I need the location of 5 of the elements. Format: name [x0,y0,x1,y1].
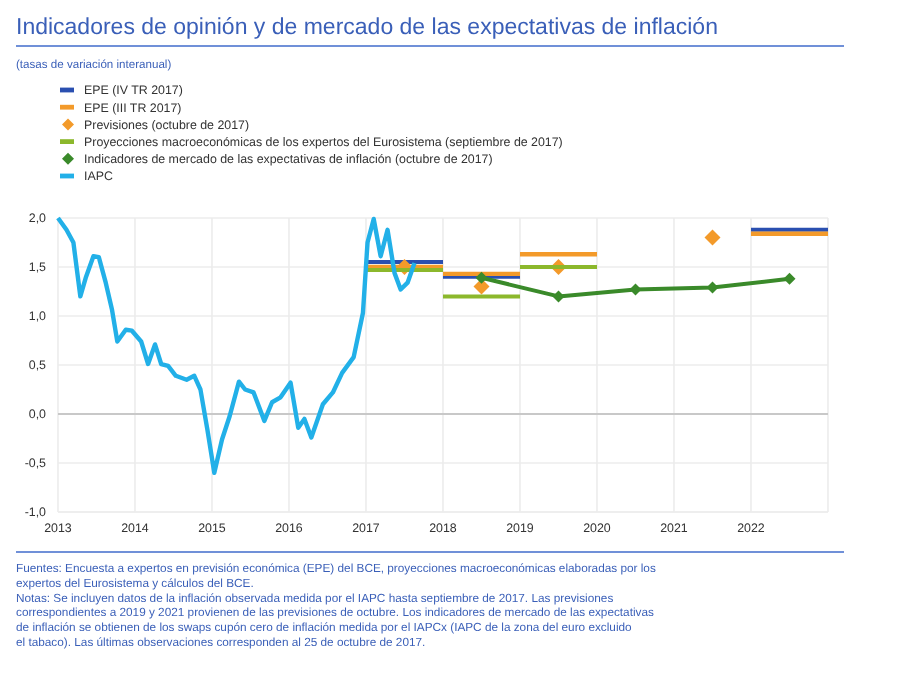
point [475,271,488,284]
point [783,272,796,285]
line-series [55,215,417,475]
point [704,229,721,246]
chart-title: Indicadores de opinión y de mercado de las expectativas de inflación [16,16,718,40]
